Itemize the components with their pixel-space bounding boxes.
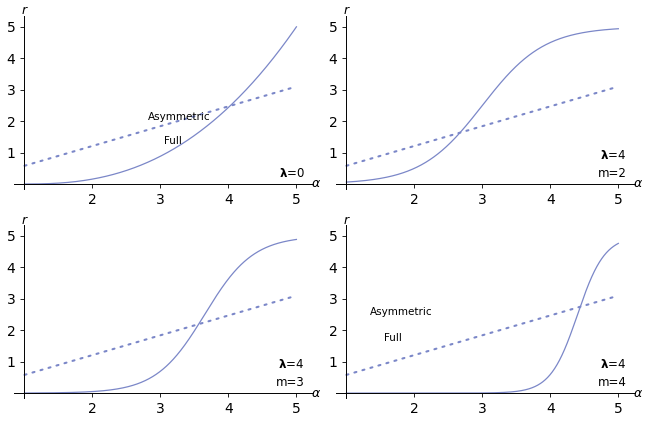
Text: $\alpha$: $\alpha$ — [633, 386, 643, 400]
Text: $\mathbf{\lambda}$=0: $\mathbf{\lambda}$=0 — [279, 167, 305, 180]
Text: $r$: $r$ — [21, 4, 29, 17]
Text: Full: Full — [164, 136, 181, 146]
Text: Asymmetric: Asymmetric — [148, 112, 211, 122]
Text: $r$: $r$ — [343, 4, 351, 17]
Text: $\alpha$: $\alpha$ — [312, 178, 321, 190]
Text: $r$: $r$ — [21, 213, 29, 226]
Text: $\mathbf{\lambda}$=4
m=2: $\mathbf{\lambda}$=4 m=2 — [597, 149, 627, 180]
Text: Asymmetric: Asymmetric — [370, 307, 433, 317]
Text: $\mathbf{\lambda}$=4
m=3: $\mathbf{\lambda}$=4 m=3 — [275, 358, 305, 389]
Text: Full: Full — [384, 333, 402, 343]
Text: $\mathbf{\lambda}$=4
m=4: $\mathbf{\lambda}$=4 m=4 — [597, 358, 627, 389]
Text: $\alpha$: $\alpha$ — [312, 386, 321, 400]
Text: $\alpha$: $\alpha$ — [633, 178, 643, 190]
Text: $r$: $r$ — [343, 213, 351, 226]
